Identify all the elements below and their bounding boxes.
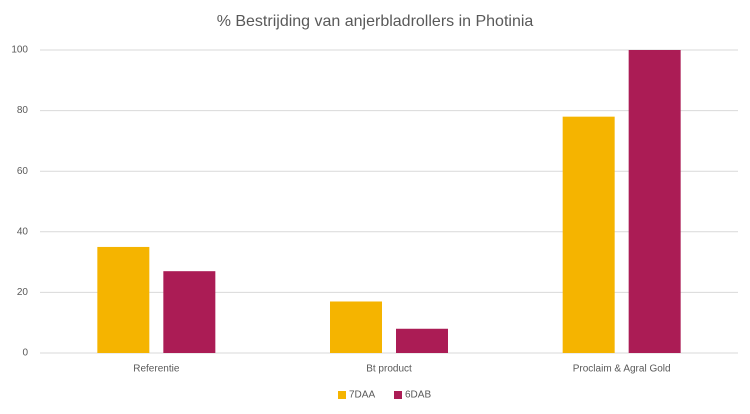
bar [396,328,448,353]
y-tick-label: 60 [17,166,29,177]
x-tick-label: Bt product [366,364,412,375]
legend-label: 6DAB [405,390,431,401]
y-tick-label: 40 [17,226,29,237]
bar [562,116,615,353]
y-tick-label: 0 [22,348,28,359]
legend-swatch [338,391,346,399]
bar [628,50,681,353]
bar [330,301,382,353]
x-tick-label: Referentie [133,364,180,375]
y-tick-label: 20 [17,287,29,298]
legend-swatch [394,391,402,399]
legend-label: 7DAA [349,390,375,401]
x-tick-label: Proclaim & Agral Gold [573,364,671,375]
chart-title: % Bestrijding van anjerbladrollers in Ph… [217,13,534,30]
y-tick-label: 100 [11,45,28,56]
y-tick-label: 80 [17,105,29,116]
bar [97,246,150,353]
bar [163,271,216,353]
